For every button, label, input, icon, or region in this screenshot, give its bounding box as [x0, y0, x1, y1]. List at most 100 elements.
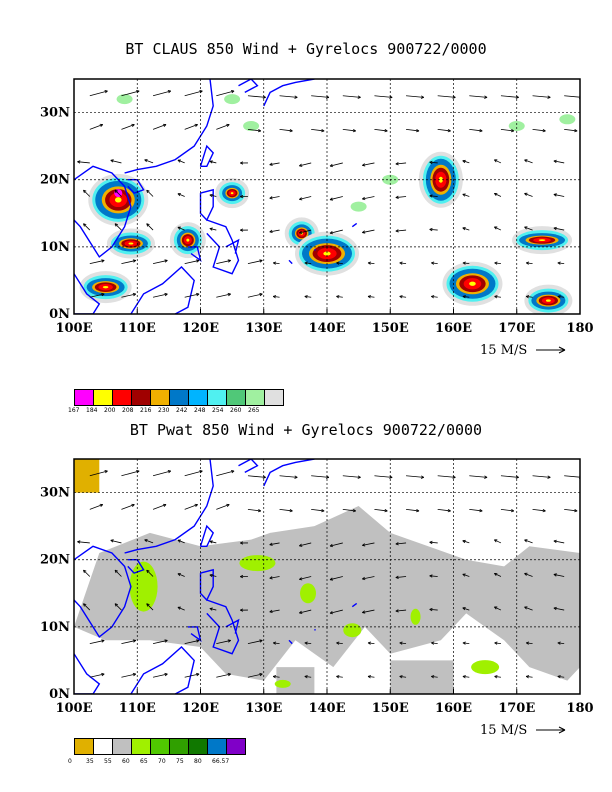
x-tick-label: 150E	[372, 321, 409, 336]
colorbar-label: 167	[68, 407, 80, 414]
cloud-core	[469, 281, 476, 286]
coastline	[288, 639, 293, 645]
y-tick-label: 30N	[40, 486, 70, 501]
y-tick-label: 0N	[49, 687, 70, 702]
pwat-green-5	[410, 608, 421, 625]
y-tick-label: 0N	[49, 307, 70, 322]
colorbar-label: 230	[158, 407, 170, 414]
x-tick-label: 160E	[435, 321, 472, 336]
pwat-green-4	[343, 623, 362, 638]
coastline	[124, 459, 214, 554]
coastline	[74, 165, 132, 258]
pwat-green-3	[300, 583, 317, 604]
wind-vectors	[77, 90, 580, 299]
colorbar-label: 80	[194, 758, 202, 765]
colorbar-label: 184	[86, 407, 98, 414]
cloud-core	[538, 239, 546, 242]
coastline	[187, 246, 202, 262]
x-tick-label: 100E	[55, 701, 92, 716]
x-tick-label: 170E	[498, 701, 535, 716]
colorbar-label: 242	[176, 407, 188, 414]
x-tick-label: 120E	[182, 321, 219, 336]
cloud-core	[186, 238, 190, 242]
colorbar-label: 35	[86, 758, 94, 765]
coastline	[130, 646, 195, 694]
coastline	[238, 79, 259, 94]
colorbar-swatch	[264, 389, 284, 406]
panel1-colorbar	[74, 389, 284, 406]
colorbar-swatch	[207, 738, 227, 755]
colorbar-swatch	[74, 738, 94, 755]
y-tick-label: 10N	[40, 620, 70, 635]
coastline	[314, 248, 316, 251]
coastline	[314, 628, 316, 631]
coastline	[238, 459, 259, 474]
coastline	[206, 219, 240, 275]
coastline	[206, 599, 240, 655]
panel1-map: 100E 110E 120E 130E 140E 150E 160E 170E 180 0N 10N…	[40, 78, 594, 358]
coastline	[199, 524, 215, 547]
colorbar-label: 55	[104, 758, 112, 765]
coastline	[74, 545, 132, 638]
coastline	[199, 188, 214, 222]
cloud-fringe	[224, 94, 241, 105]
cloud-fringe	[559, 114, 576, 125]
cloud-fringe	[116, 94, 133, 105]
panel2-colorbar	[74, 738, 246, 755]
colorbar-swatch	[131, 738, 151, 755]
y-tick-label: 20N	[40, 173, 70, 188]
colorbar-label: 265	[248, 407, 260, 414]
colorbar-label: 260	[230, 407, 242, 414]
x-tick-label: 130E	[245, 321, 282, 336]
vector-reference-label: 15 M/S	[480, 723, 527, 738]
map-content	[74, 459, 580, 694]
pwat-green-6	[471, 660, 500, 675]
coastline	[74, 653, 101, 694]
coastline	[351, 222, 358, 228]
colorbar-swatch	[112, 738, 132, 755]
cloud-core	[545, 299, 551, 302]
x-tick-label: 130E	[245, 701, 282, 716]
cloud-core	[102, 285, 109, 289]
coastline	[199, 144, 215, 167]
coastline	[199, 568, 214, 602]
panel1-title: BT CLAUS 850 Wind + Gyrelocs 900722/0000	[125, 40, 487, 58]
colorbar-swatch	[169, 738, 189, 755]
x-tick-label: 120E	[182, 701, 219, 716]
pwat-green-7	[274, 679, 291, 688]
coastline	[124, 79, 214, 174]
map-content	[74, 79, 580, 314]
colorbar-label: 200	[104, 407, 116, 414]
cloud-core	[438, 176, 443, 183]
y-tick-label: 30N	[40, 106, 70, 121]
coastline	[130, 266, 195, 314]
pwat-green-2	[239, 555, 276, 572]
colorbar-swatch	[226, 738, 246, 755]
y-tick-label: 10N	[40, 240, 70, 255]
cloud-core	[323, 251, 331, 256]
colorbar-swatch	[188, 738, 208, 755]
cloud-fringe	[350, 201, 367, 212]
cloud-core	[114, 197, 122, 203]
colorbar-label: 216	[140, 407, 152, 414]
cloud-core	[128, 242, 134, 245]
colorbar-label: 0	[68, 758, 72, 765]
wind-vectors	[77, 470, 580, 679]
coastline	[288, 259, 293, 265]
colorbar-swatch	[150, 738, 170, 755]
x-tick-label: 180	[566, 321, 593, 336]
x-tick-label: 180	[566, 701, 593, 716]
x-tick-label: 140E	[308, 321, 345, 336]
cloud-core	[230, 192, 234, 195]
coastline	[187, 626, 202, 642]
x-tick-label: 110E	[119, 701, 156, 716]
x-tick-label: 150E	[372, 701, 409, 716]
colorbar-label: 65	[140, 758, 148, 765]
colorbar-label: 254	[212, 407, 224, 414]
cloud-fringe	[508, 121, 525, 131]
panel2-title: BT Pwat 850 Wind + Gyrelocs 900722/0000	[129, 421, 483, 439]
colorbar-label: 248	[194, 407, 206, 414]
colorbar-swatch	[93, 738, 113, 755]
x-tick-label: 170E	[498, 321, 535, 336]
